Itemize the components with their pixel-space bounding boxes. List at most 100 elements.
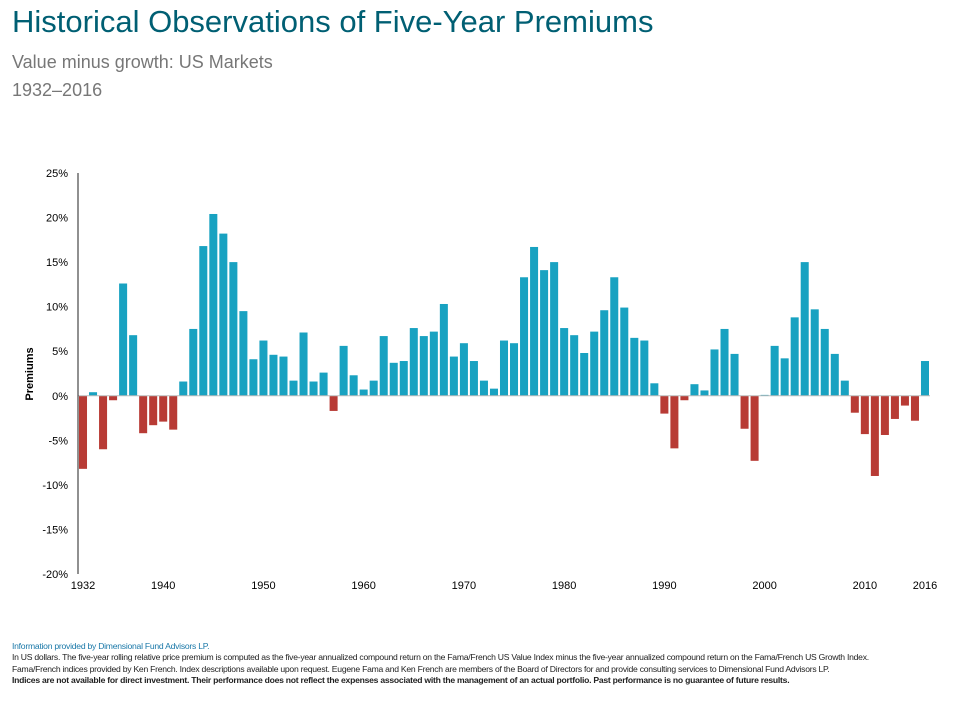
bar-2004 — [800, 262, 809, 396]
bar-1945 — [209, 213, 218, 396]
chart-period: 1932–2016 — [12, 80, 103, 100]
y-tick-label: 5% — [52, 346, 68, 358]
bar-2003 — [790, 317, 799, 396]
premiums-bar-chart: 25% 20% 15% 10% 5% 0% -5% -10% -15% -20% 1932 1940… — [24, 168, 937, 592]
footer-notes: Information provided by Dimensional Fund… — [12, 641, 947, 687]
y-tick-label: -20% — [42, 569, 68, 581]
y-tick-label: 25% — [46, 168, 68, 180]
x-tick-label: 1950 — [251, 580, 275, 592]
bar-2002 — [780, 358, 789, 396]
bar-1990 — [660, 395, 669, 414]
bar-1938 — [139, 395, 148, 434]
x-tick-label: 1940 — [151, 580, 175, 592]
bar-1998 — [740, 395, 749, 429]
bar-1993 — [690, 384, 699, 396]
bar-2011 — [870, 395, 879, 476]
x-axis-ticks: 1932 1940 1950 1960 1970 1980 1990 2000 2010 2016 — [71, 580, 937, 592]
bar-1991 — [670, 395, 679, 449]
y-tick-label: 0% — [52, 391, 68, 403]
bar-1987 — [630, 337, 639, 396]
bar-1948 — [239, 311, 248, 396]
bar-1996 — [720, 328, 729, 396]
y-axis-label: Premiums — [24, 347, 36, 400]
bar-1958 — [339, 345, 348, 396]
bar-1999 — [750, 395, 759, 461]
bar-2010 — [860, 395, 869, 435]
bar-1977 — [530, 246, 539, 396]
x-tick-label: 2000 — [752, 580, 776, 592]
y-tick-label: -15% — [42, 524, 68, 536]
bar-2015 — [910, 395, 919, 421]
bar-1950 — [259, 340, 268, 396]
y-tick-label: 20% — [46, 213, 68, 225]
bar-1932 — [79, 395, 88, 469]
bar-1968 — [439, 303, 448, 396]
bar-2012 — [880, 395, 889, 435]
x-tick-label: 1980 — [552, 580, 576, 592]
bar-1963 — [389, 362, 398, 396]
bar-2013 — [890, 395, 899, 419]
bar-1972 — [479, 380, 488, 396]
x-tick-label: 1990 — [652, 580, 676, 592]
bar-2008 — [840, 380, 849, 396]
x-tick-label: 1970 — [452, 580, 476, 592]
footer-line-1: In US dollars. The five-year rolling rel… — [12, 652, 869, 663]
bar-1986 — [620, 307, 629, 396]
bar-1961 — [369, 380, 378, 396]
bar-2001 — [770, 345, 779, 396]
footer-disclaimer: Indices are not available for direct inv… — [12, 675, 790, 686]
bar-1985 — [610, 277, 619, 396]
bar-1942 — [179, 381, 188, 396]
bars-group — [79, 213, 929, 476]
bar-1933 — [89, 392, 98, 396]
bar-1937 — [129, 335, 138, 396]
bar-1955 — [309, 381, 318, 396]
y-tick-label: 15% — [46, 257, 68, 269]
bar-1944 — [199, 246, 208, 396]
x-tick-label: 2010 — [853, 580, 877, 592]
bar-1964 — [399, 361, 408, 396]
bar-1951 — [269, 354, 278, 396]
bar-1941 — [169, 395, 178, 430]
bar-1980 — [560, 328, 569, 396]
bar-1981 — [570, 335, 579, 396]
chart-subtitle: Value minus growth: US Markets — [12, 52, 273, 72]
bar-1966 — [419, 336, 428, 396]
y-axis-ticks: 25% 20% 15% 10% 5% 0% -5% -10% -15% -20% — [42, 168, 68, 581]
footer-credit: Information provided by Dimensional Fund… — [12, 641, 210, 651]
bar-1974 — [499, 340, 509, 396]
bar-1934 — [99, 395, 108, 450]
bar-1967 — [429, 331, 438, 396]
bar-1978 — [540, 270, 549, 396]
y-tick-label: -5% — [48, 435, 68, 447]
bar-1970 — [459, 343, 468, 396]
bar-1952 — [279, 356, 288, 396]
bar-1979 — [550, 262, 559, 396]
bar-1984 — [600, 310, 609, 396]
x-tick-label: 2016 — [913, 580, 937, 592]
bar-1957 — [329, 395, 338, 411]
bar-1949 — [249, 359, 258, 396]
y-tick-label: 10% — [46, 302, 68, 314]
bar-1994 — [700, 390, 709, 396]
bar-1940 — [159, 395, 168, 422]
bar-1936 — [119, 283, 128, 396]
x-tick-label: 1960 — [351, 580, 375, 592]
bar-1946 — [219, 233, 228, 396]
bar-1992 — [680, 395, 689, 401]
bar-1954 — [299, 332, 308, 396]
footer-line-2: Fama/French indices provided by Ken Fren… — [12, 663, 830, 674]
bar-1960 — [359, 389, 368, 396]
bar-1962 — [379, 336, 388, 396]
bar-2005 — [810, 309, 819, 396]
bar-1969 — [449, 356, 458, 396]
bar-2016 — [920, 361, 929, 396]
y-tick-label: -10% — [42, 480, 68, 492]
bar-1959 — [349, 375, 358, 396]
bar-1975 — [510, 343, 519, 396]
bar-1939 — [149, 395, 158, 426]
bar-1956 — [319, 372, 328, 396]
bar-1973 — [489, 388, 498, 396]
bar-1953 — [289, 380, 298, 396]
bar-1995 — [710, 349, 719, 396]
